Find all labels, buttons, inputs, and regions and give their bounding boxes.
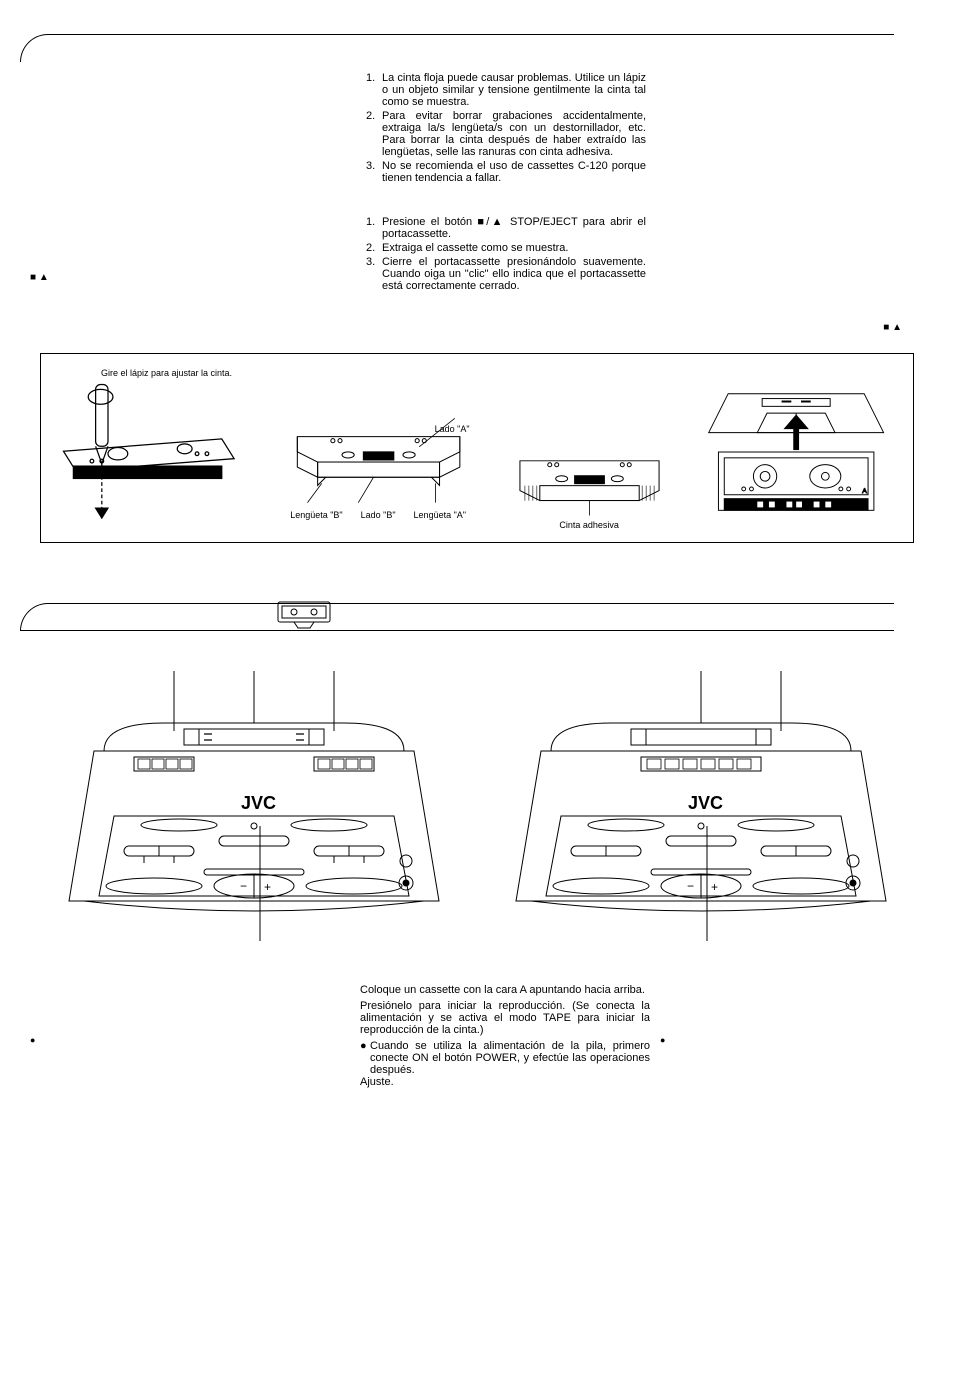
cassette-notes-grid: ■ ▲ 1. La cinta floja puede causar probl… — [0, 62, 954, 333]
section-header-frame — [20, 34, 894, 62]
boombox-diagram-right: JVC − + — [491, 671, 911, 954]
label-side-a: Lado "A" — [435, 424, 470, 434]
tabs-cassette-icon — [277, 396, 480, 508]
note-item: 2. Para evitar borrar grabaciones accide… — [366, 110, 646, 158]
svg-text:+: + — [711, 880, 718, 894]
item-number: 3. — [366, 160, 382, 184]
playback-instructions-grid: ● Coloque un cassette con la cara A apun… — [0, 964, 954, 1092]
instr-p1: Coloque un cassette con la cara A apunta… — [360, 984, 650, 996]
pencil-cassette-icon — [61, 382, 247, 530]
instr-subnote: ● Cuando se utiliza la alimentación de l… — [360, 1040, 650, 1076]
boombox-left-icon: JVC − + — [44, 671, 464, 951]
boombox-right-icon: JVC − + — [491, 671, 911, 951]
note-item: 1. La cinta floja puede causar problemas… — [366, 72, 646, 108]
item-number: 1. — [366, 216, 382, 240]
instr-col-right: ● — [660, 984, 954, 1092]
notes-list-1: 1. La cinta floja puede causar problemas… — [366, 72, 646, 186]
eject-deck-icon: A — [699, 384, 893, 530]
item-number: 1. — [366, 72, 382, 108]
notes-col-right: ■ ▲ — [652, 72, 952, 333]
stop-eject-symbol-right: ■ ▲ — [883, 322, 902, 333]
boombox-diagrams-row: JVC − + — [0, 631, 954, 964]
bullet-icon: ● — [30, 1035, 35, 1045]
label-adhesive-tape: Cinta adhesiva — [559, 520, 619, 530]
item-text: Cierre el portacassette presionándolo su… — [382, 256, 646, 292]
diagram-adhesive-cassette: Cinta adhesiva — [510, 431, 669, 530]
playback-section: JVC − + — [0, 603, 954, 1092]
item-text: Presione el botón ■/▲ STOP/EJECT para ab… — [382, 216, 646, 240]
item-text: Extraiga el cassette como se muestra. — [382, 242, 646, 254]
diagram-eject-deck: A — [699, 384, 893, 530]
item-number: 2. — [366, 242, 382, 254]
notes-col-middle: 1. La cinta floja puede causar problemas… — [366, 72, 646, 333]
svg-text:−: − — [687, 879, 694, 893]
adhesive-cassette-icon — [510, 431, 669, 520]
svg-text:A: A — [862, 488, 867, 495]
svg-text:JVC: JVC — [688, 793, 723, 813]
notes-list-2: 1. Presione el botón ■/▲ STOP/EJECT para… — [366, 216, 646, 294]
label-tab-a: Lengüeta "A" — [414, 510, 466, 520]
bullet-icon: ● — [360, 1040, 370, 1076]
label-side-b: Lado "B" — [361, 510, 396, 520]
notes-col-left: ■ ▲ — [30, 72, 360, 333]
note-item: 3. Cierre el portacassette presionándolo… — [366, 256, 646, 292]
diagram-tabs-cassette: Lengüeta "B" Lado "B" Lengüeta "A" Lado … — [277, 396, 480, 530]
item-text: No se recomienda el uso de cassettes C-1… — [382, 160, 646, 184]
instr-p2: Presiónelo para iniciar la reproducción.… — [360, 1000, 650, 1036]
label-tab-b: Lengüeta "B" — [290, 510, 342, 520]
note-item: 1. Presione el botón ■/▲ STOP/EJECT para… — [366, 216, 646, 240]
note-item: 3. No se recomienda el uso de cassettes … — [366, 160, 646, 184]
instr-col-middle: Coloque un cassette con la cara A apunta… — [360, 984, 650, 1092]
pencil-caption: Gire el lápiz para ajustar la cinta. — [101, 368, 232, 378]
item-text: Para evitar borrar grabaciones accidenta… — [382, 110, 646, 158]
item-text: La cinta floja puede causar problemas. U… — [382, 72, 646, 108]
svg-text:+: + — [264, 880, 271, 894]
playback-header-frame — [20, 603, 894, 631]
svg-text:−: − — [240, 879, 247, 893]
stop-eject-symbol-left: ■ ▲ — [30, 272, 360, 283]
instr-p3: Ajuste. — [360, 1076, 650, 1088]
instr-sub-text: Cuando se utiliza la alimentación de la … — [370, 1040, 650, 1076]
cassette-icon — [276, 600, 332, 630]
item-number: 2. — [366, 110, 382, 158]
instr-col-left: ● — [30, 984, 350, 1092]
boombox-diagram-left: JVC − + — [44, 671, 464, 954]
item-number: 3. — [366, 256, 382, 292]
note-item: 2. Extraiga el cassette como se muestra. — [366, 242, 646, 254]
diagram-pencil-cassette: Gire el lápiz para ajustar la cinta. — [61, 368, 247, 530]
brand-text: JVC — [241, 793, 276, 813]
bullet-icon: ● — [660, 1035, 665, 1045]
cassette-diagram-panel: Gire el lápiz para ajustar la cinta. — [40, 353, 914, 543]
